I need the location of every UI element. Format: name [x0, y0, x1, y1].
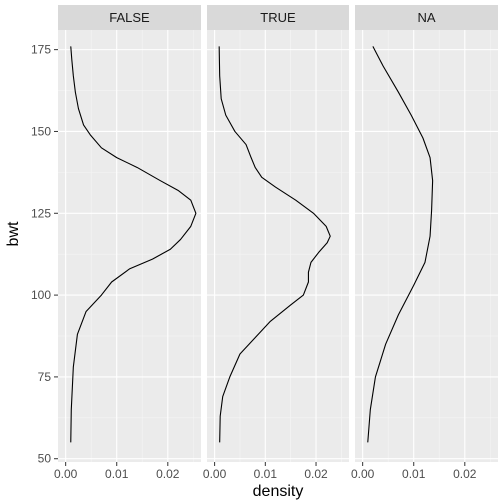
y-tick-label: 100 [31, 288, 51, 302]
facet-strip-label: NA [417, 10, 435, 25]
facets-layer: FALSE 0.00 0.01 0.02 TRUE 0.00 0.01 0.02 NA 0.00 0… [54, 5, 498, 481]
facet-panel-na: NA 0.00 0.01 0.02 [351, 5, 498, 481]
facet-panel-true: TRUE 0.00 0.01 0.02 [203, 5, 349, 481]
facet-strip [58, 5, 201, 30]
y-tick-label: 125 [31, 206, 51, 220]
x-tick-label: 0.02 [156, 467, 180, 481]
y-axis-title: bwt [5, 221, 22, 246]
x-axis-title: density [253, 483, 304, 500]
y-tick-label: 50 [38, 452, 52, 466]
x-tick-label: 0.00 [203, 467, 227, 481]
y-tick-label: 150 [31, 124, 51, 138]
facet-strip-label: TRUE [260, 10, 296, 25]
density-line-true [218, 46, 331, 443]
density-line-false [70, 46, 197, 443]
facet-panel-false: FALSE 0.00 0.01 0.02 [54, 5, 201, 481]
x-tick-label: 0.01 [254, 467, 278, 481]
x-tick-label: 0.00 [54, 467, 78, 481]
facet-strip-label: FALSE [109, 10, 150, 25]
x-tick-label: 0.01 [105, 467, 129, 481]
density-line-na [367, 46, 434, 443]
x-tick-label: 0.00 [351, 467, 375, 481]
panel-background [207, 30, 349, 462]
y-tick-label: 175 [31, 43, 51, 57]
panel-background [355, 30, 498, 462]
x-tick-label: 0.01 [402, 467, 426, 481]
panel-background [58, 30, 201, 462]
facet-strip [355, 5, 498, 30]
x-tick-label: 0.02 [304, 467, 328, 481]
x-tick-label: 0.02 [453, 467, 477, 481]
y-tick-label: 75 [38, 370, 52, 384]
y-axis: 50 75 100 125 150 175 [31, 43, 58, 466]
facet-strip [207, 5, 349, 30]
